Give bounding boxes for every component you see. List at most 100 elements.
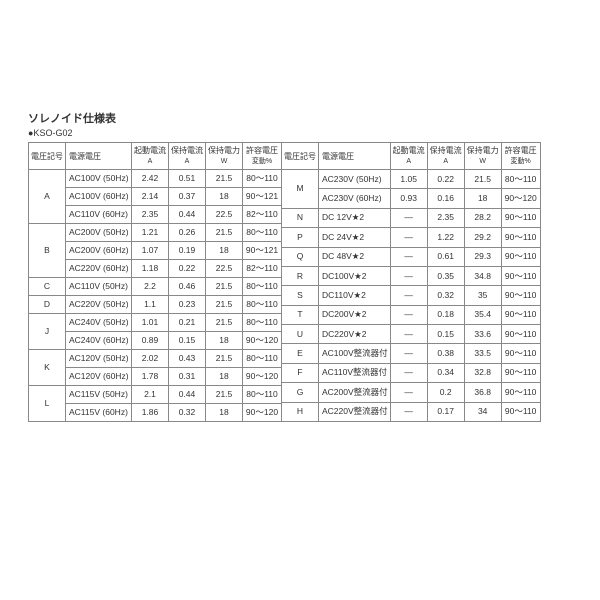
cell: 18 (206, 242, 243, 260)
cell: 0.89 (132, 332, 169, 350)
cell: 32.8 (464, 363, 501, 382)
cell-symbol: E (282, 344, 319, 363)
cell: 90～120 (243, 404, 282, 422)
cell: AC100V (50Hz) (66, 170, 132, 188)
cell: 1.86 (132, 404, 169, 422)
cell: 18 (206, 368, 243, 386)
cell: ― (390, 266, 427, 285)
cell-symbol: F (282, 363, 319, 382)
cell: ― (390, 247, 427, 266)
table-row: FAC110V整流器付―0.3432.890～110 (282, 363, 541, 382)
col-hold-power: 保持電力W (464, 143, 501, 170)
cell: AC110V (60Hz) (66, 206, 132, 224)
cell: AC220V整流器付 (319, 402, 391, 422)
table-row: QDC 48V★2―0.6129.390～110 (282, 247, 541, 266)
cell: 90～120 (501, 189, 540, 208)
cell: 35.4 (464, 305, 501, 324)
cell: 90～120 (243, 368, 282, 386)
cell: 90～110 (501, 208, 540, 227)
cell: DC 12V★2 (319, 208, 391, 227)
cell: AC110V (50Hz) (66, 278, 132, 296)
table-row: AC220V (60Hz)1.180.2222.582～110 (29, 260, 282, 278)
cell: 80～110 (243, 224, 282, 242)
cell: AC230V (60Hz) (319, 189, 391, 208)
cell: 0.22 (169, 260, 206, 278)
cell: AC220V (60Hz) (66, 260, 132, 278)
cell: 90～110 (501, 402, 540, 422)
cell: 0.35 (427, 266, 464, 285)
title: ソレノイド仕様表 (28, 110, 572, 126)
cell: AC120V (60Hz) (66, 368, 132, 386)
cell: 0.21 (169, 314, 206, 332)
cell: 0.44 (169, 206, 206, 224)
cell: AC200V (50Hz) (66, 224, 132, 242)
cell: AC110V整流器付 (319, 363, 391, 382)
cell: 0.17 (427, 402, 464, 422)
table-row: RDC100V★2―0.3534.890～110 (282, 266, 541, 285)
cell: 80～110 (243, 386, 282, 404)
cell: 0.15 (169, 332, 206, 350)
cell-symbol: H (282, 402, 319, 422)
cell: AC115V (50Hz) (66, 386, 132, 404)
cell: 0.23 (169, 296, 206, 314)
table-row: UDC220V★2―0.1533.690～110 (282, 325, 541, 344)
cell: 0.44 (169, 386, 206, 404)
cell: 22.5 (206, 206, 243, 224)
cell: 34 (464, 402, 501, 422)
cell-symbol: M (282, 170, 319, 209)
spec-table-container: ソレノイド仕様表 ●KSO-G02 電圧記号 電源電圧 起動電流A 保持電流A … (0, 0, 600, 422)
table-row: AC120V (60Hz)1.780.311890～120 (29, 368, 282, 386)
cell: 0.31 (169, 368, 206, 386)
cell: 80～110 (243, 296, 282, 314)
cell: 21.5 (206, 386, 243, 404)
cell: 0.32 (427, 286, 464, 305)
table-row: AC115V (60Hz)1.860.321890～120 (29, 404, 282, 422)
cell: 21.5 (206, 314, 243, 332)
cell: 90～121 (243, 188, 282, 206)
cell-symbol: T (282, 305, 319, 324)
cell: 1.05 (390, 170, 427, 189)
tables-row: 電圧記号 電源電圧 起動電流A 保持電流A 保持電力W 許容電圧変動% AAC1… (28, 142, 572, 422)
cell-symbol: A (29, 170, 66, 224)
col-voltage-tol: 許容電圧変動% (243, 143, 282, 170)
col-hold-current: 保持電流A (427, 143, 464, 170)
table-row: AC230V (60Hz)0.930.161890～120 (282, 189, 541, 208)
cell: 36.8 (464, 383, 501, 402)
table-row: SDC110V★2―0.323590～110 (282, 286, 541, 305)
cell-symbol: S (282, 286, 319, 305)
cell: 21.5 (206, 224, 243, 242)
cell: 90～110 (501, 228, 540, 247)
cell: 1.78 (132, 368, 169, 386)
cell: DC 24V★2 (319, 228, 391, 247)
cell: 90～110 (501, 325, 540, 344)
col-voltage-tol: 許容電圧変動% (501, 143, 540, 170)
cell: 0.46 (169, 278, 206, 296)
cell: 0.2 (427, 383, 464, 402)
cell: 90～121 (243, 242, 282, 260)
cell: AC100V整流器付 (319, 344, 391, 363)
cell: 21.5 (206, 278, 243, 296)
cell: 0.22 (427, 170, 464, 189)
col-supply-voltage: 電源電圧 (319, 143, 391, 170)
cell: 90～110 (501, 286, 540, 305)
cell: ― (390, 286, 427, 305)
cell: 0.19 (169, 242, 206, 260)
cell-symbol: B (29, 224, 66, 278)
cell: 2.14 (132, 188, 169, 206)
cell: 0.34 (427, 363, 464, 382)
header-row: 電圧記号 電源電圧 起動電流A 保持電流A 保持電力W 許容電圧変動% (282, 143, 541, 170)
cell: AC200V (60Hz) (66, 242, 132, 260)
cell: 33.5 (464, 344, 501, 363)
cell-symbol: N (282, 208, 319, 227)
cell: 0.51 (169, 170, 206, 188)
cell: AC100V (60Hz) (66, 188, 132, 206)
cell: 0.38 (427, 344, 464, 363)
cell: 18 (206, 404, 243, 422)
cell: 34.8 (464, 266, 501, 285)
cell: 2.02 (132, 350, 169, 368)
table-row: LAC115V (50Hz)2.10.4421.580～110 (29, 386, 282, 404)
cell: 0.43 (169, 350, 206, 368)
cell: AC230V (50Hz) (319, 170, 391, 189)
cell-symbol: C (29, 278, 66, 296)
cell: 18 (206, 332, 243, 350)
